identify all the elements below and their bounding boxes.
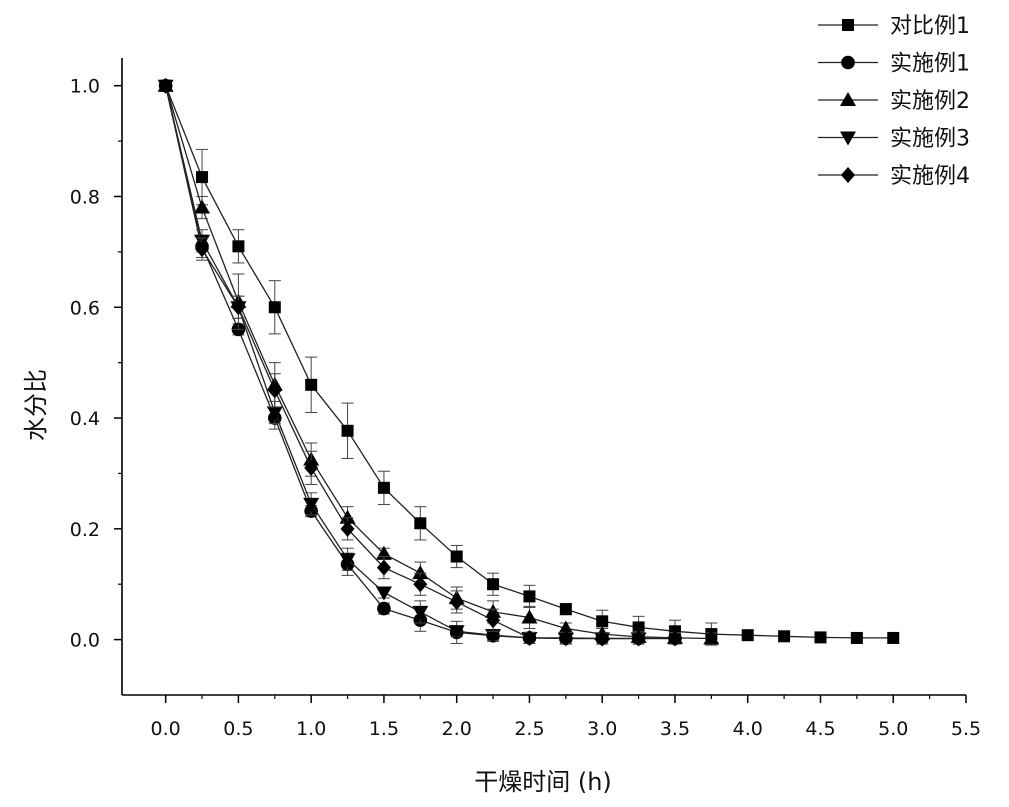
legend-label: 实施例3 [890, 127, 970, 152]
data-point [268, 301, 281, 314]
data-point [450, 550, 463, 563]
x-tick-label: 5.0 [878, 718, 908, 740]
legend-marker [841, 55, 855, 70]
x-axis-title: 干燥时间 (h) [474, 768, 612, 796]
data-point [376, 559, 391, 576]
data-point [632, 621, 645, 634]
legend-marker [840, 131, 856, 146]
x-tick-label: 1.5 [369, 718, 399, 740]
data-point [449, 593, 464, 610]
plot-area [121, 58, 966, 696]
data-point [340, 520, 355, 537]
legend-item-2: 实施例1 [818, 52, 970, 77]
y-tick-label: 0.6 [70, 297, 100, 319]
data-point [341, 424, 354, 437]
data-point [339, 553, 356, 568]
x-tick-label: 4.0 [733, 718, 763, 740]
series-line [165, 85, 675, 640]
series-line [165, 85, 712, 640]
data-point [486, 612, 501, 629]
data-point [303, 497, 320, 512]
legend: 对比例1 实施例1 实施例2 实施例3 实施例4 [818, 14, 970, 189]
x-tick-label: 3.0 [587, 718, 617, 740]
legend-label: 实施例2 [890, 89, 970, 114]
data-point [487, 578, 500, 591]
data-point [267, 382, 282, 399]
y-axis-title: 水分比 [22, 369, 50, 441]
data-point [413, 576, 428, 593]
legend-label: 对比例1 [890, 14, 970, 39]
series-line [165, 85, 894, 639]
data-point [231, 299, 246, 316]
data-point [158, 77, 173, 94]
data-point [339, 509, 356, 524]
data-point [667, 630, 682, 647]
legend-item-3: 实施例2 [818, 89, 970, 114]
x-tick-label: 4.5 [805, 718, 835, 740]
data-point [887, 631, 900, 644]
y-tick-label: 0.0 [70, 630, 100, 652]
series-5 [158, 77, 682, 647]
data-point [266, 406, 283, 421]
data-point [814, 631, 827, 644]
data-point [196, 171, 209, 184]
data-point [485, 629, 502, 644]
data-point [375, 586, 392, 601]
data-point [596, 615, 609, 628]
data-point [304, 459, 319, 476]
x-tick-label: 2.0 [442, 718, 472, 740]
data-point [195, 241, 210, 258]
x-tick-label: 0.5 [223, 718, 253, 740]
series-line [165, 85, 675, 640]
data-point [377, 481, 390, 494]
legend-item-4: 实施例3 [818, 127, 970, 152]
series-2 [158, 78, 682, 646]
series-3 [157, 77, 720, 645]
x-tick-label: 5.5 [951, 718, 981, 740]
data-point [414, 517, 427, 530]
series-4 [157, 79, 647, 647]
data-point [521, 609, 538, 624]
data-point [850, 631, 863, 644]
data-point [412, 565, 429, 580]
y-tick-label: 0.2 [70, 519, 100, 541]
y-tick-label: 1.0 [70, 76, 100, 98]
x-tick-label: 1.0 [296, 718, 326, 740]
axis-ticks: 0.0 0.5 1.0 1.5 2.0 2.5 3.0 3.5 4.0 4.5 5.0 5.5 0.0 0… [70, 76, 981, 740]
data-point [558, 629, 573, 646]
data-point [557, 620, 574, 635]
data-point [703, 630, 720, 645]
data-point [778, 630, 791, 643]
x-tick-label: 0.0 [151, 718, 181, 740]
legend-item-1: 对比例1 [818, 14, 970, 39]
data-point [595, 630, 610, 647]
data-point [559, 603, 572, 616]
data-point [448, 625, 465, 640]
y-tick-label: 0.8 [70, 186, 100, 208]
legend-marker [841, 167, 855, 183]
x-tick-label: 3.5 [660, 718, 690, 740]
series-line [165, 85, 639, 640]
data-point [523, 590, 536, 603]
legend-marker [840, 92, 856, 106]
data-point [631, 630, 646, 647]
data-point [412, 605, 429, 620]
data-point [741, 629, 754, 642]
data-point [377, 601, 391, 616]
data-point [522, 629, 537, 646]
legend-label: 实施例4 [890, 164, 970, 189]
data-point [305, 378, 318, 391]
legend-marker [842, 19, 854, 31]
x-tick-label: 2.5 [514, 718, 544, 740]
legend-item-5: 实施例4 [818, 164, 970, 189]
data-point [232, 240, 245, 253]
legend-label: 实施例1 [890, 52, 970, 77]
y-tick-label: 0.4 [70, 408, 100, 430]
data-point [194, 199, 211, 214]
series-layer [157, 77, 900, 647]
